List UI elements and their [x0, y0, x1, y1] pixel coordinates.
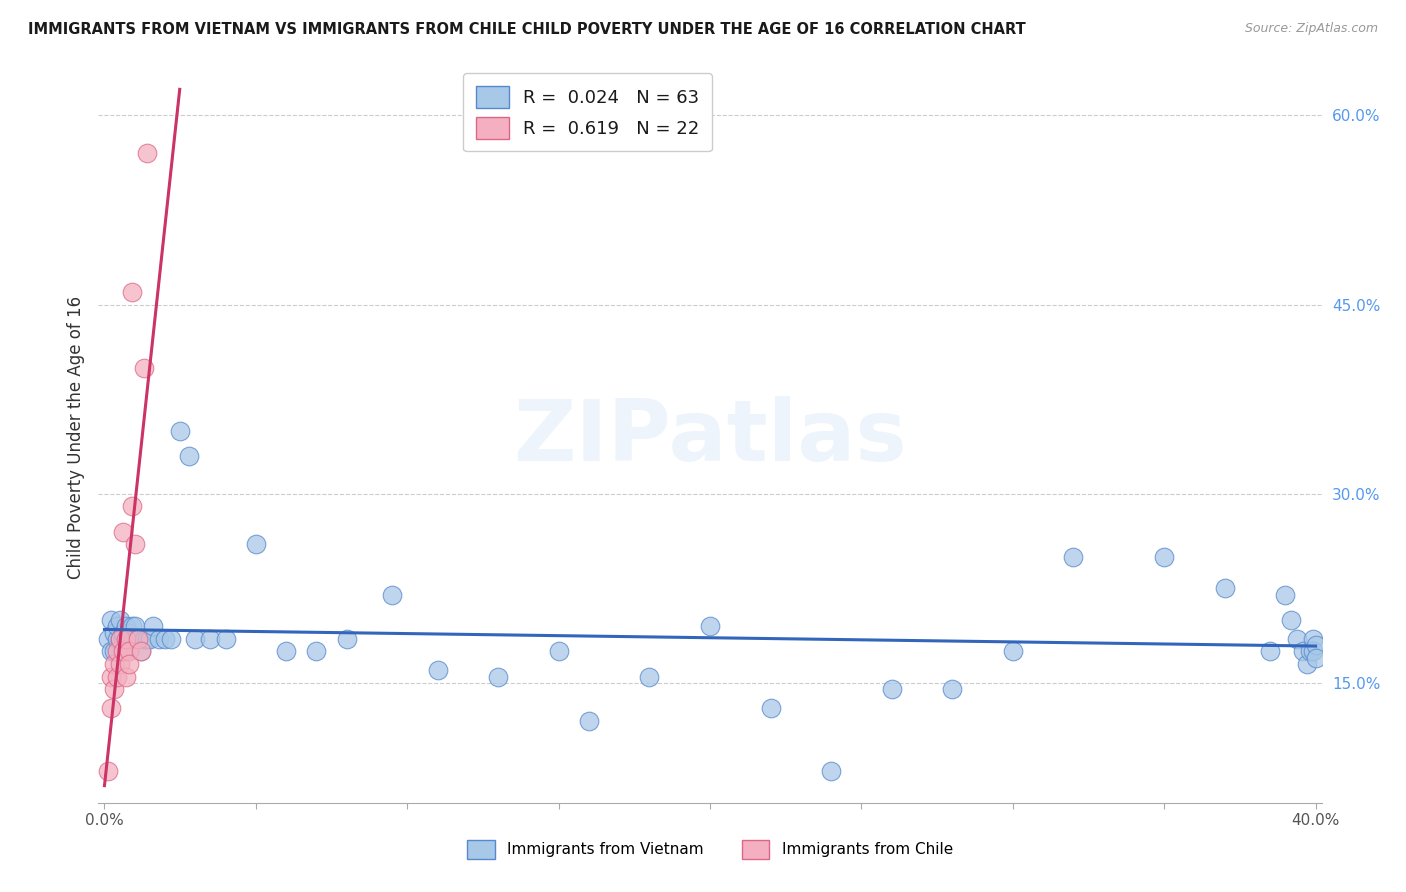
Point — [139, 632, 162, 646]
Point — [1292, 644, 1315, 658]
Point — [124, 537, 146, 551]
Point — [118, 625, 141, 640]
Point — [305, 644, 328, 658]
Point — [160, 632, 183, 646]
Point — [105, 632, 128, 646]
Point — [108, 613, 131, 627]
Point — [169, 424, 191, 438]
Point — [1258, 644, 1281, 658]
Point — [184, 632, 207, 646]
Point — [1001, 644, 1024, 658]
Point — [179, 449, 201, 463]
Point — [426, 664, 449, 678]
Point — [108, 632, 131, 646]
Point — [1213, 582, 1236, 596]
Point — [111, 632, 134, 646]
Point — [118, 632, 141, 646]
Text: IMMIGRANTS FROM VIETNAM VS IMMIGRANTS FROM CHILE CHILD POVERTY UNDER THE AGE OF : IMMIGRANTS FROM VIETNAM VS IMMIGRANTS FR… — [28, 22, 1026, 37]
Point — [245, 537, 267, 551]
Legend: Immigrants from Vietnam, Immigrants from Chile: Immigrants from Vietnam, Immigrants from… — [461, 834, 959, 864]
Point — [111, 644, 134, 658]
Point — [336, 632, 359, 646]
Point — [1279, 613, 1302, 627]
Point — [105, 619, 128, 633]
Point — [1062, 549, 1084, 564]
Point — [1305, 650, 1327, 665]
Point — [486, 670, 509, 684]
Point — [1153, 549, 1175, 564]
Point — [1295, 657, 1317, 671]
Point — [880, 682, 903, 697]
Point — [96, 632, 118, 646]
Point — [1305, 638, 1327, 652]
Point — [103, 682, 125, 697]
Point — [759, 701, 782, 715]
Y-axis label: Child Poverty Under the Age of 16: Child Poverty Under the Age of 16 — [66, 295, 84, 579]
Point — [100, 613, 122, 627]
Point — [124, 619, 146, 633]
Point — [105, 670, 128, 684]
Point — [214, 632, 236, 646]
Point — [124, 632, 146, 646]
Point — [121, 500, 143, 514]
Point — [114, 670, 136, 684]
Point — [1274, 588, 1296, 602]
Point — [121, 285, 143, 299]
Point — [153, 632, 176, 646]
Point — [699, 619, 721, 633]
Point — [132, 360, 155, 375]
Point — [103, 625, 125, 640]
Point — [129, 644, 152, 658]
Point — [103, 657, 125, 671]
Point — [142, 619, 165, 633]
Point — [276, 644, 298, 658]
Text: Source: ZipAtlas.com: Source: ZipAtlas.com — [1244, 22, 1378, 36]
Point — [148, 632, 170, 646]
Point — [121, 619, 143, 633]
Point — [114, 644, 136, 658]
Point — [1286, 632, 1309, 646]
Point — [381, 588, 404, 602]
Point — [127, 632, 149, 646]
Point — [100, 701, 122, 715]
Point — [638, 670, 661, 684]
Point — [135, 146, 157, 161]
Point — [121, 632, 143, 646]
Point — [135, 632, 157, 646]
Point — [108, 632, 131, 646]
Point — [547, 644, 569, 658]
Point — [108, 657, 131, 671]
Point — [200, 632, 222, 646]
Point — [129, 644, 152, 658]
Text: ZIPatlas: ZIPatlas — [513, 395, 907, 479]
Point — [118, 644, 141, 658]
Point — [127, 632, 149, 646]
Point — [941, 682, 963, 697]
Point — [118, 657, 141, 671]
Point — [114, 632, 136, 646]
Point — [132, 632, 155, 646]
Point — [105, 644, 128, 658]
Point — [96, 764, 118, 779]
Point — [111, 524, 134, 539]
Point — [100, 644, 122, 658]
Point — [114, 619, 136, 633]
Point — [1302, 644, 1324, 658]
Point — [1298, 644, 1320, 658]
Point — [103, 644, 125, 658]
Point — [1302, 632, 1324, 646]
Point — [578, 714, 600, 728]
Point — [111, 625, 134, 640]
Point — [100, 670, 122, 684]
Point — [820, 764, 842, 779]
